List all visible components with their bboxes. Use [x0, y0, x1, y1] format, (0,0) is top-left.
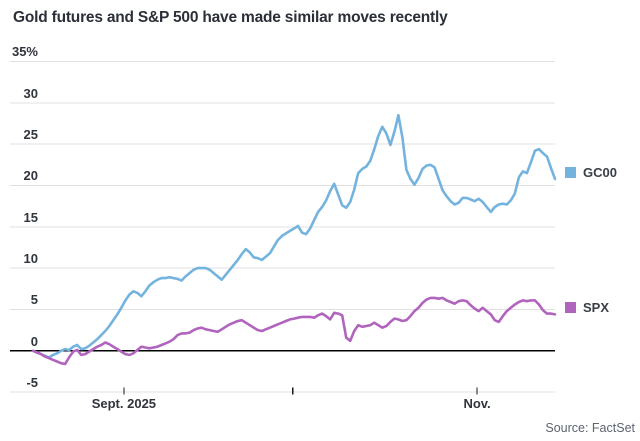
y-axis-label: 30: [23, 85, 38, 101]
chart-title: Gold futures and S&P 500 have made simil…: [13, 9, 448, 26]
gc00-legend-swatch-icon: [565, 166, 576, 178]
y-axis-label: 25: [23, 127, 38, 143]
y-axis-label: 0: [30, 333, 38, 349]
source-attribution: Source: FactSet: [545, 421, 635, 435]
series-line-spx: [31, 296, 557, 366]
spx-legend-swatch-icon: [565, 302, 576, 314]
x-axis-label: Nov.: [463, 396, 491, 411]
legend-label-gc00: GC00: [583, 164, 617, 180]
y-axis-label: 5: [30, 292, 38, 308]
y-axis-label: -5: [26, 375, 38, 391]
y-axis-label: 15: [23, 209, 38, 225]
legend-item-gc00: GC00: [565, 165, 617, 180]
x-axis-label: Sept. 2025: [91, 396, 157, 411]
legend-item-spx: SPX: [565, 300, 609, 315]
y-axis-label: 10: [23, 251, 38, 267]
legend-label-spx: SPX: [583, 300, 610, 316]
y-axis-label: 35%: [11, 44, 38, 60]
y-axis-label: 20: [23, 168, 38, 184]
series-line-gc00: [31, 113, 557, 359]
